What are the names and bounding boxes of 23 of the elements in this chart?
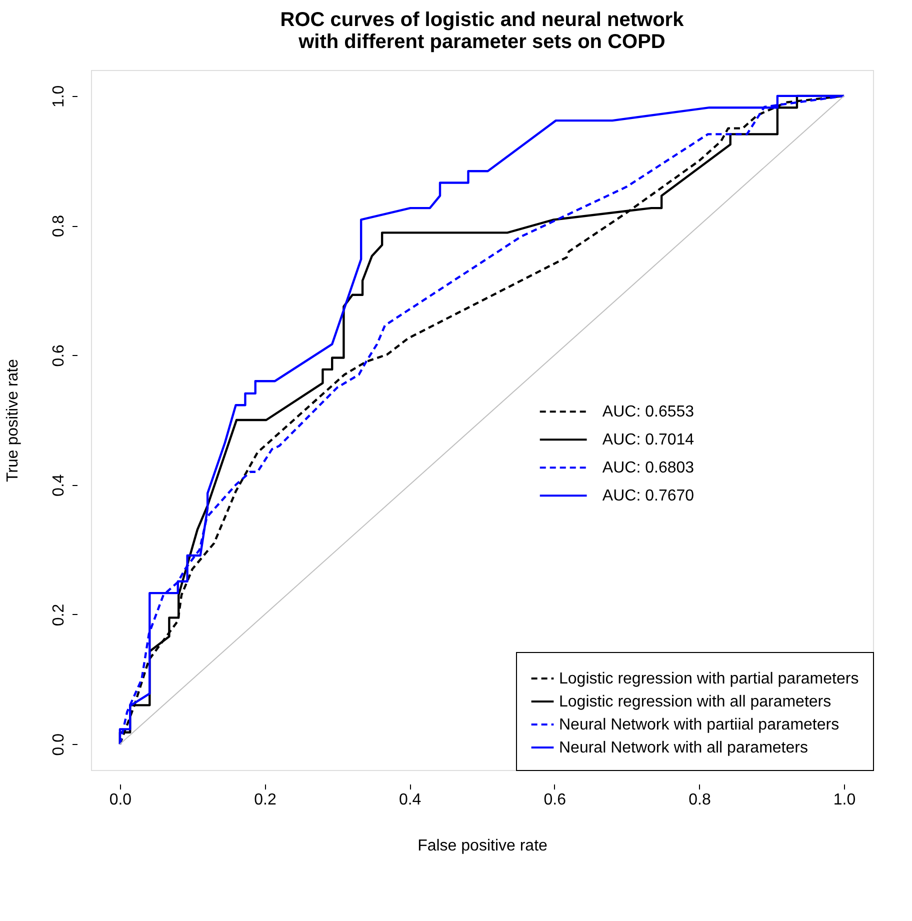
x-tick-label: 0.8 xyxy=(688,792,711,808)
x-tick-label: 0.4 xyxy=(398,792,422,808)
annotation: AUC: 0.7014 xyxy=(602,432,694,449)
y-tick-label: 0.6 xyxy=(50,344,68,367)
x-tick-label: 0.2 xyxy=(254,792,276,808)
legend-label: Neural Network with partiial parameters xyxy=(559,716,840,734)
annotation: AUC: 0.6803 xyxy=(602,460,694,477)
x-tick-label: 0.6 xyxy=(544,792,566,808)
chart-title: ROC curves of logistic and neural network with different parameter sets on COPD xyxy=(280,9,685,53)
y-tick-label: 1.0 xyxy=(50,85,68,108)
y-tick-label: 0.8 xyxy=(50,214,68,238)
y-tick-label: 0.0 xyxy=(50,733,68,756)
y-tick-label: 0.2 xyxy=(50,604,68,626)
y-axis-title: True positive rate xyxy=(4,358,22,482)
legend-label: Logistic regression with partial parameters xyxy=(559,670,859,688)
legend-label: Neural Network with all parameters xyxy=(559,740,808,756)
annotation: AUC: 0.7670 xyxy=(602,488,694,505)
x-axis-title: False positive rate xyxy=(418,838,548,854)
x-tick-label: 0.0 xyxy=(109,792,132,808)
legend-label: Logistic regression with all parameters xyxy=(559,694,832,710)
x-tick-label: 1.0 xyxy=(833,792,856,808)
y-tick-label: 0.4 xyxy=(50,474,68,496)
annotation: AUC: 0.6553 xyxy=(602,404,694,421)
